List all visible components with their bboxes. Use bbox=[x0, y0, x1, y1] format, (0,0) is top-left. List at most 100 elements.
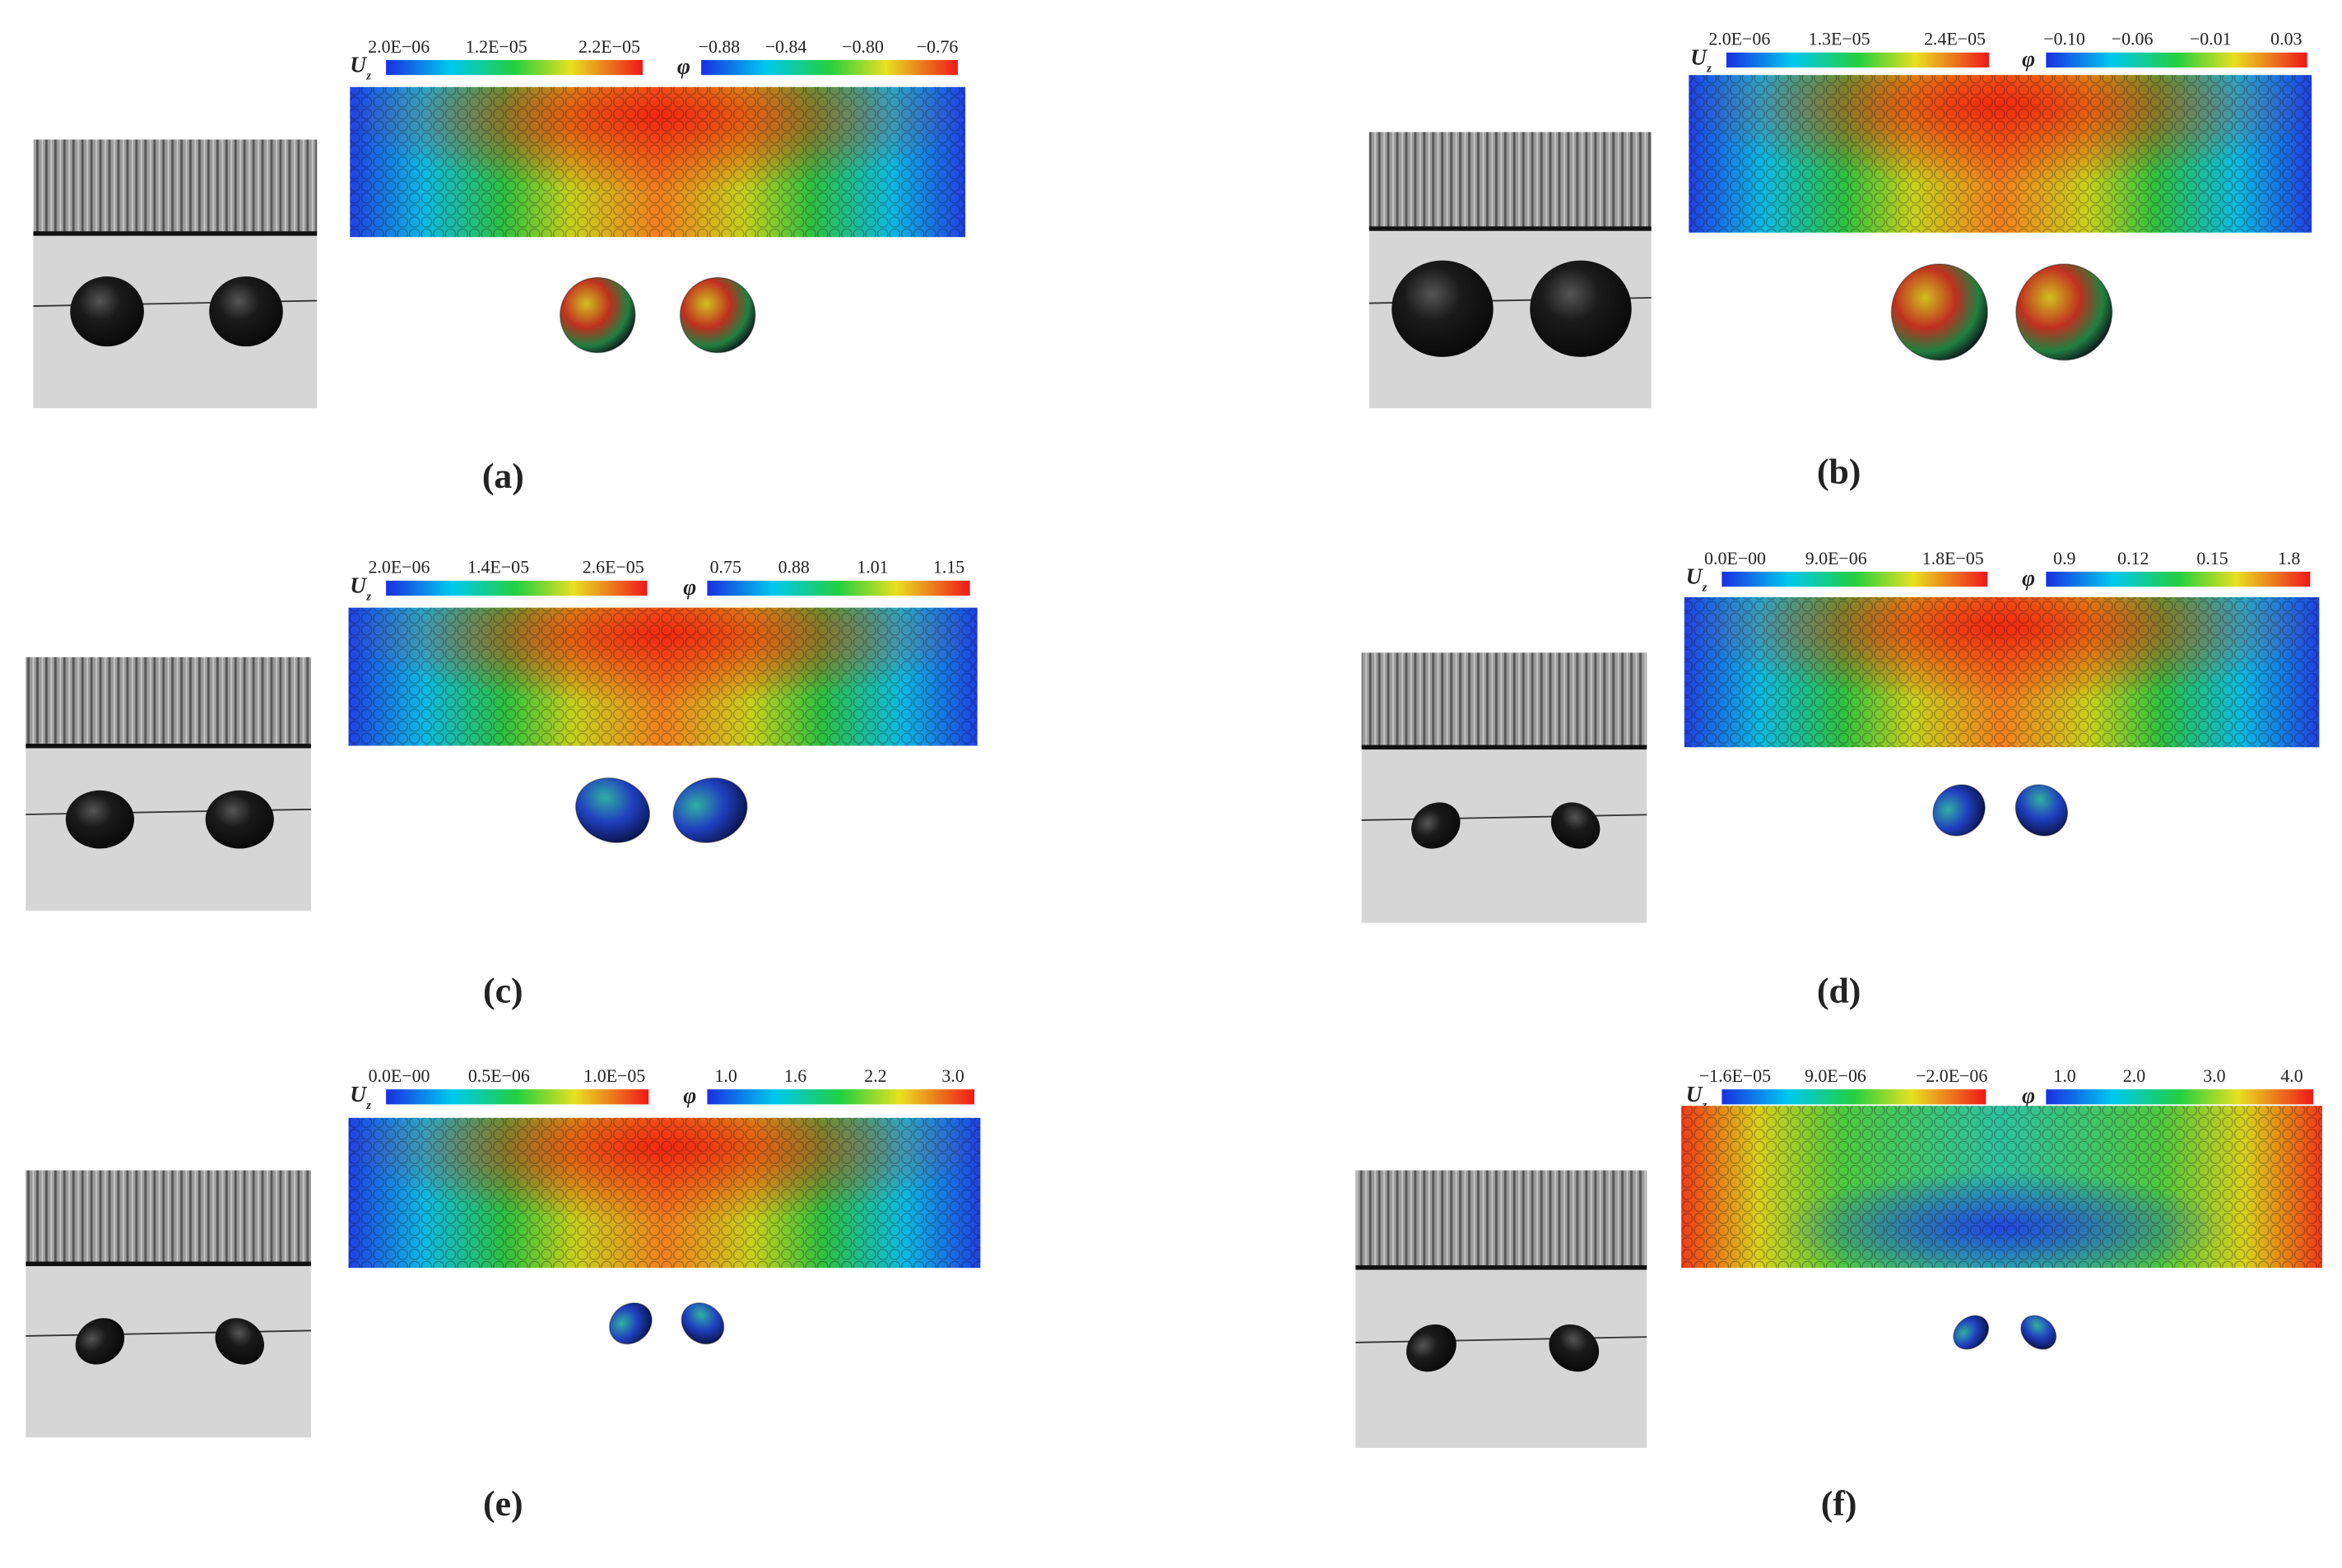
photo-wire bbox=[26, 1329, 311, 1337]
phi-tick-label: 1.0 bbox=[2053, 1066, 2075, 1086]
uz-subscript: z bbox=[365, 1099, 371, 1112]
phi-tick-label: 0.15 bbox=[2196, 549, 2228, 568]
photo-droplet bbox=[75, 1318, 125, 1365]
phi-tick-label: 3.0 bbox=[2203, 1066, 2225, 1086]
uz-tick-label: 2.4E−05 bbox=[1924, 30, 1986, 49]
phi-symbol: φ bbox=[683, 574, 696, 599]
phi-tick-label: 3.0 bbox=[941, 1066, 964, 1086]
phi-symbol: φ bbox=[2022, 565, 2035, 590]
uz-tick-label: 1.0E−05 bbox=[583, 1066, 645, 1086]
photo-edge bbox=[26, 1261, 311, 1267]
simulated-droplet bbox=[1890, 263, 1988, 361]
panel-caption: (e) bbox=[483, 1484, 523, 1524]
photo-wire bbox=[1361, 814, 1647, 821]
phi-symbol: φ bbox=[2022, 1083, 2035, 1108]
photo-wall bbox=[1368, 132, 1652, 229]
uz-tick-label: 1.4E−05 bbox=[467, 558, 529, 578]
simulated-droplet bbox=[574, 777, 651, 843]
uz-tick-label: 2.2E−05 bbox=[579, 37, 640, 57]
uz-tick-label: 1.2E−05 bbox=[466, 37, 527, 57]
phi-tick-label: −0.84 bbox=[765, 37, 807, 57]
uz-tick-label: 2.0E−06 bbox=[368, 37, 430, 57]
uz-tick-label: 9.0E−06 bbox=[1805, 1066, 1866, 1086]
uz-symbol: U bbox=[1686, 564, 1703, 589]
phi-tick-label: −0.01 bbox=[2190, 30, 2232, 49]
phi-tick-label: 2.0 bbox=[2123, 1066, 2145, 1086]
field-grid bbox=[348, 1117, 981, 1269]
phi-tick-label: 0.88 bbox=[778, 558, 810, 578]
phi-tick-label: 2.2 bbox=[864, 1066, 886, 1086]
panel-caption: (c) bbox=[483, 971, 523, 1010]
phi-tick-label: 0.12 bbox=[2117, 549, 2149, 568]
phi-tick-label: 0.03 bbox=[2270, 30, 2302, 49]
uz-symbol: U bbox=[1686, 1082, 1703, 1106]
uz-subscript: z bbox=[365, 70, 371, 83]
simulated-droplet bbox=[2020, 1315, 2057, 1350]
photo-edge bbox=[1361, 745, 1647, 750]
phi-tick-label: −0.80 bbox=[842, 37, 884, 57]
photo-wall bbox=[26, 1170, 311, 1264]
uz-colorbar bbox=[1726, 52, 1990, 68]
field-grid bbox=[348, 607, 978, 746]
photo-droplet bbox=[65, 790, 135, 849]
uz-subscript: z bbox=[1702, 1099, 1708, 1112]
uz-tick-label: −2.0E−06 bbox=[1916, 1066, 1987, 1086]
photo-wire bbox=[1355, 1336, 1647, 1343]
photo-droplet bbox=[1550, 802, 1601, 849]
uz-tick-label: 0.5E−06 bbox=[468, 1066, 530, 1086]
phi-tick-label: 1.0 bbox=[714, 1066, 737, 1086]
photo-droplet bbox=[70, 276, 144, 347]
phi-tick-label: −0.88 bbox=[699, 37, 741, 57]
simulated-droplet bbox=[681, 1302, 725, 1345]
photo-edge bbox=[1355, 1265, 1647, 1270]
uz-subscript: z bbox=[1706, 63, 1712, 76]
uz-tick-label: 0.0E−00 bbox=[369, 1066, 430, 1086]
simulated-droplet bbox=[2015, 263, 2113, 361]
uz-colorbar bbox=[386, 1089, 649, 1105]
phi-symbol: φ bbox=[2022, 46, 2035, 71]
photo-droplet bbox=[1530, 260, 1632, 357]
photo-droplet bbox=[215, 1318, 264, 1365]
phi-tick-label: 4.0 bbox=[2280, 1066, 2303, 1086]
uz-tick-label: 2.0E−06 bbox=[1708, 30, 1770, 49]
phi-colorbar bbox=[701, 59, 959, 76]
phi-tick-label: 0.75 bbox=[710, 558, 741, 578]
photo-wall bbox=[1355, 1170, 1647, 1268]
uz-tick-label: 1.3E−05 bbox=[1809, 30, 1870, 49]
phi-tick-label: 1.15 bbox=[933, 558, 964, 578]
simulated-droplet bbox=[679, 276, 756, 354]
field-grid bbox=[1681, 1106, 2322, 1269]
phi-colorbar bbox=[2046, 52, 2307, 68]
uz-colorbar bbox=[1722, 1089, 1987, 1105]
uz-symbol: U bbox=[350, 1082, 367, 1106]
field-grid bbox=[350, 86, 966, 238]
uz-colorbar bbox=[386, 59, 643, 76]
uz-subscript: z bbox=[365, 591, 371, 604]
uz-colorbar bbox=[1722, 571, 1988, 587]
photo-wall bbox=[26, 656, 311, 746]
photo-edge bbox=[33, 231, 318, 236]
phi-colorbar bbox=[2046, 1089, 2314, 1105]
photo-droplet bbox=[1411, 802, 1461, 849]
phi-tick-label: 0.9 bbox=[2053, 549, 2075, 568]
phi-colorbar bbox=[707, 580, 970, 596]
phi-tick-label: 1.01 bbox=[857, 558, 888, 578]
simulated-droplet bbox=[672, 777, 748, 843]
photo-droplet bbox=[1392, 260, 1494, 357]
simulated-droplet bbox=[1953, 1315, 1990, 1350]
photo-droplet bbox=[205, 790, 274, 849]
field-grid bbox=[1684, 596, 2320, 748]
phi-symbol: φ bbox=[683, 1083, 696, 1108]
photo-droplet bbox=[1549, 1324, 1600, 1372]
phi-tick-label: 1.8 bbox=[2278, 549, 2300, 568]
panel-caption: (f) bbox=[1821, 1484, 1857, 1524]
panel-caption: (d) bbox=[1817, 971, 1861, 1010]
phi-tick-label: 1.6 bbox=[784, 1066, 806, 1086]
